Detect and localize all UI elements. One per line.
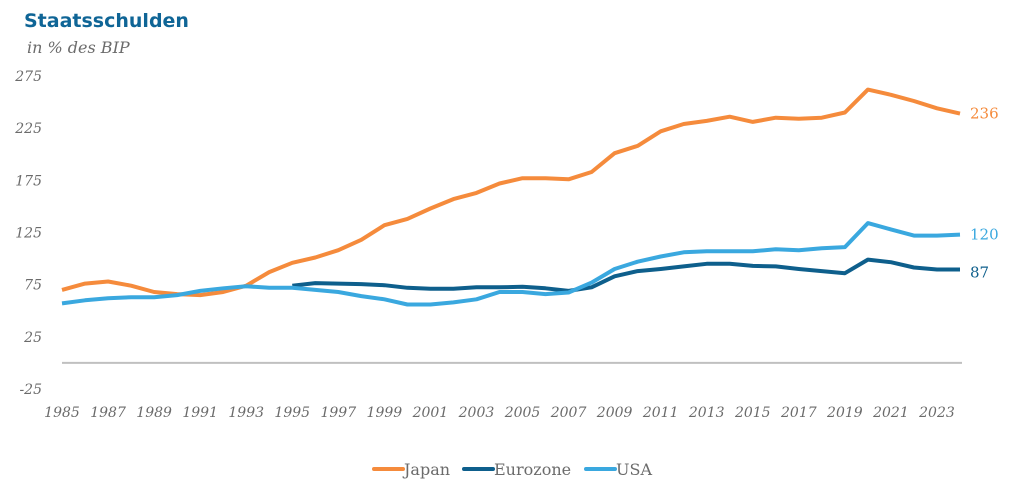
y-tick-label: -25 <box>19 382 42 398</box>
y-tick-label: 225 <box>14 121 42 137</box>
series-lines <box>61 87 961 307</box>
y-tick-label: 25 <box>23 330 42 346</box>
legend: Japan Eurozone USA <box>372 460 652 479</box>
y-tick-label: 125 <box>15 226 42 242</box>
end-label-eurozone: 87 <box>970 264 989 282</box>
series-line-usa <box>61 221 961 307</box>
x-axis-ticks: 1985 1987 1989 1991 1993 1995 1997 1999 2001 2003… <box>44 405 955 421</box>
x-tick-label: 1995 <box>274 405 310 421</box>
x-tick-label: 2023 <box>918 405 955 421</box>
end-label-japan: 236 <box>970 105 999 123</box>
legend-item-eurozone: Eurozone <box>462 460 571 479</box>
x-tick-label: 2007 <box>550 405 587 421</box>
legend-label: USA <box>616 460 652 479</box>
series-line-japan <box>61 87 961 298</box>
y-axis-ticks: 275 225 175 125 75 25 -25 <box>14 69 42 398</box>
x-tick-label: 2013 <box>688 405 725 421</box>
legend-item-japan: Japan <box>372 460 450 479</box>
end-label-usa: 120 <box>970 226 999 244</box>
x-tick-label: 1999 <box>367 405 403 421</box>
x-tick-label: 2003 <box>458 405 495 421</box>
y-tick-label: 275 <box>14 69 42 85</box>
chart-title: Staatsschulden <box>24 10 189 32</box>
legend-item-usa: USA <box>584 460 652 479</box>
y-tick-label: 175 <box>15 173 42 189</box>
legend-label: Japan <box>402 460 450 479</box>
series-line-eurozone <box>292 257 960 293</box>
x-tick-label: 2021 <box>872 405 909 421</box>
x-tick-label: 2001 <box>412 405 449 421</box>
chart-subtitle: in % des BIP <box>27 38 130 57</box>
x-tick-label: 2017 <box>780 405 817 421</box>
x-tick-label: 1991 <box>182 405 218 421</box>
x-tick-label: 2011 <box>642 405 679 421</box>
x-tick-label: 1997 <box>320 405 356 421</box>
x-tick-label: 2009 <box>596 405 633 421</box>
x-tick-label: 1993 <box>228 405 264 421</box>
x-tick-label: 1985 <box>44 405 80 421</box>
y-tick-label: 75 <box>24 278 42 294</box>
x-tick-label: 2015 <box>734 405 771 421</box>
x-tick-label: 2019 <box>826 405 863 421</box>
x-tick-label: 2005 <box>504 405 541 421</box>
x-tick-label: 1989 <box>136 405 172 421</box>
x-tick-label: 1987 <box>90 405 126 421</box>
end-labels: 236 87 120 <box>970 105 999 282</box>
legend-label: Eurozone <box>494 460 571 479</box>
